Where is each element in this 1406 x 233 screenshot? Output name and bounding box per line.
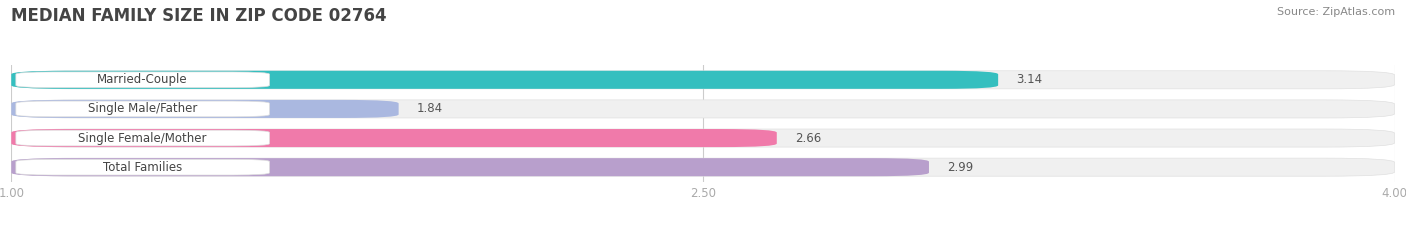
- Text: 2.66: 2.66: [796, 132, 821, 144]
- FancyBboxPatch shape: [11, 129, 776, 147]
- FancyBboxPatch shape: [11, 129, 1395, 147]
- FancyBboxPatch shape: [11, 100, 399, 118]
- Text: Single Male/Father: Single Male/Father: [89, 103, 197, 115]
- FancyBboxPatch shape: [11, 158, 1395, 176]
- Text: 2.99: 2.99: [948, 161, 974, 174]
- FancyBboxPatch shape: [15, 130, 270, 146]
- FancyBboxPatch shape: [15, 159, 270, 175]
- Text: Single Female/Mother: Single Female/Mother: [79, 132, 207, 144]
- Text: 3.14: 3.14: [1017, 73, 1043, 86]
- FancyBboxPatch shape: [15, 101, 270, 117]
- Text: 1.84: 1.84: [418, 103, 443, 115]
- Text: MEDIAN FAMILY SIZE IN ZIP CODE 02764: MEDIAN FAMILY SIZE IN ZIP CODE 02764: [11, 7, 387, 25]
- FancyBboxPatch shape: [11, 100, 1395, 118]
- Text: Total Families: Total Families: [103, 161, 183, 174]
- FancyBboxPatch shape: [11, 71, 998, 89]
- Text: Source: ZipAtlas.com: Source: ZipAtlas.com: [1277, 7, 1395, 17]
- Text: Married-Couple: Married-Couple: [97, 73, 188, 86]
- FancyBboxPatch shape: [11, 71, 1395, 89]
- FancyBboxPatch shape: [11, 158, 929, 176]
- FancyBboxPatch shape: [15, 72, 270, 88]
